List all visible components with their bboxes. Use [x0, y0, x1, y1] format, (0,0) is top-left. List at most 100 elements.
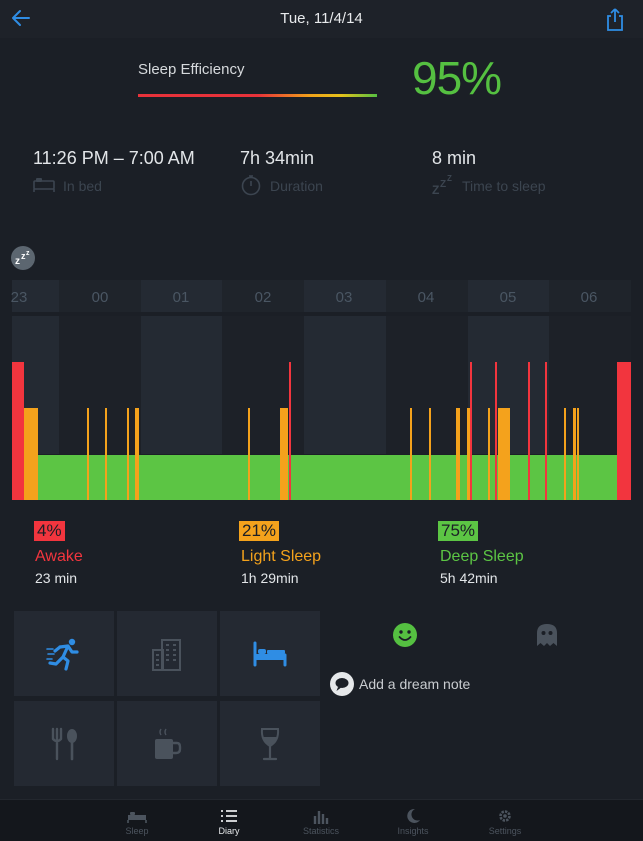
tab-diary-label: Diary [218, 826, 240, 836]
deep-sleep-band [38, 455, 618, 500]
svg-text:Z: Z [440, 179, 446, 190]
deep-sleep-percent: 75% [438, 521, 479, 541]
duration-label: Duration [270, 178, 323, 194]
office-building-icon [152, 638, 181, 671]
header-bar: Tue, 11/4/14 [0, 0, 643, 38]
svg-text:z: z [26, 250, 30, 257]
gear-icon [499, 810, 511, 822]
tag-bed-button[interactable] [220, 611, 320, 696]
hour-column [222, 316, 304, 454]
tag-coffee-button[interactable] [117, 701, 217, 786]
awake-label: Awake [35, 548, 83, 565]
sleep-phase-chart: 23 00 01 02 03 04 05 06 [11, 280, 631, 500]
hour-column [304, 316, 386, 454]
tab-sleep[interactable]: Sleep [97, 800, 177, 841]
x-tick-label: 03 [336, 289, 353, 306]
hour-header-cell [386, 280, 468, 312]
awake-bar [545, 362, 547, 500]
x-tick-label: 01 [173, 289, 190, 306]
nightmare-button[interactable] [534, 622, 560, 648]
efficiency-label: Sleep Efficiency [138, 61, 245, 78]
tag-alcohol-button[interactable] [220, 701, 320, 786]
in-bed-label: In bed [63, 178, 102, 194]
svg-text:z: z [15, 256, 20, 267]
light-sleep-bar [248, 408, 250, 500]
hour-header-cell [59, 280, 141, 312]
efficiency-bar [138, 94, 390, 97]
light-sleep-bar [429, 408, 431, 500]
bar-chart-icon [313, 811, 329, 824]
duration-value: 7h 34min [240, 148, 315, 168]
awake-bar [289, 362, 291, 500]
in-bed-value: 11:26 PM – 7:00 AM [33, 148, 195, 168]
hour-header-cell [304, 280, 386, 312]
tab-settings-label: Settings [488, 826, 522, 836]
awake-bar [470, 362, 472, 500]
smiley-face-icon [393, 623, 417, 647]
tab-insights[interactable]: Insights [373, 800, 453, 841]
hour-header-cell [141, 280, 222, 312]
speech-bubble-icon [330, 672, 354, 696]
light-sleep-bar [488, 408, 490, 500]
light-sleep-bar [457, 408, 460, 500]
svg-text:z: z [21, 251, 26, 261]
page-title: Tue, 11/4/14 [280, 10, 363, 27]
light-sleep-bar [577, 408, 579, 500]
light-sleep-bar [87, 408, 89, 500]
light-sleep-bar [136, 408, 139, 500]
deep-sleep-label: Deep Sleep [440, 548, 524, 565]
awake-bar [617, 362, 631, 500]
hour-header-cell [468, 280, 549, 312]
bed-icon [33, 178, 55, 192]
fork-spoon-icon [51, 727, 77, 760]
x-tick-label: 02 [255, 289, 272, 306]
light-sleep-bar [507, 408, 509, 500]
share-icon[interactable] [603, 6, 627, 32]
tag-work-button[interactable] [117, 611, 217, 696]
hour-column [141, 316, 222, 454]
tag-exercise-button[interactable] [14, 611, 114, 696]
list-icon [221, 810, 237, 822]
light-sleep-bar [127, 408, 129, 500]
hour-header-cell [549, 280, 631, 312]
light-sleep-bar [280, 408, 288, 500]
add-dream-note-label: Add a dream note [359, 676, 471, 692]
light-sleep-label: Light Sleep [241, 548, 322, 565]
ghost-icon [537, 624, 557, 646]
coffee-cup-icon [155, 728, 182, 759]
tab-sleep-label: Sleep [125, 826, 149, 836]
x-tick-label: 00 [92, 289, 109, 306]
x-tick-label: 04 [418, 289, 435, 306]
x-tick-label: 05 [500, 289, 517, 306]
tab-settings[interactable]: Settings [465, 800, 545, 841]
back-arrow-icon[interactable] [8, 6, 34, 30]
tab-statistics[interactable]: Statistics [281, 800, 361, 841]
x-tick-label: 06 [581, 289, 598, 306]
tag-food-button[interactable] [14, 701, 114, 786]
stopwatch-icon [241, 175, 261, 196]
awake-bar [528, 362, 530, 500]
svg-text:Z: Z [432, 183, 439, 196]
light-sleep-bar [564, 408, 566, 500]
duration-stat: 7h 34min Duration [240, 148, 323, 196]
moon-icon [407, 808, 420, 823]
time-to-sleep-label: Time to sleep [462, 178, 546, 194]
bed-icon [127, 812, 147, 823]
zzz-icon: Z ZZ [432, 174, 452, 196]
awake-bar [495, 362, 497, 500]
efficiency-value: 95% [412, 52, 502, 104]
tab-diary[interactable]: Diary [189, 800, 269, 841]
deep-sleep-time: 5h 42min [440, 570, 498, 586]
awake-bar [12, 362, 24, 500]
hour-header-cell [222, 280, 304, 312]
light-sleep-time: 1h 29min [241, 570, 299, 586]
light-sleep-bar [24, 408, 38, 500]
good-mood-button[interactable] [392, 622, 418, 648]
light-sleep-bar [410, 408, 412, 500]
svg-text:Z: Z [447, 174, 452, 183]
in-bed-stat: 11:26 PM – 7:00 AM In bed [33, 148, 195, 194]
x-tick-label: 23 [11, 289, 28, 306]
awake-time: 23 min [35, 570, 78, 586]
